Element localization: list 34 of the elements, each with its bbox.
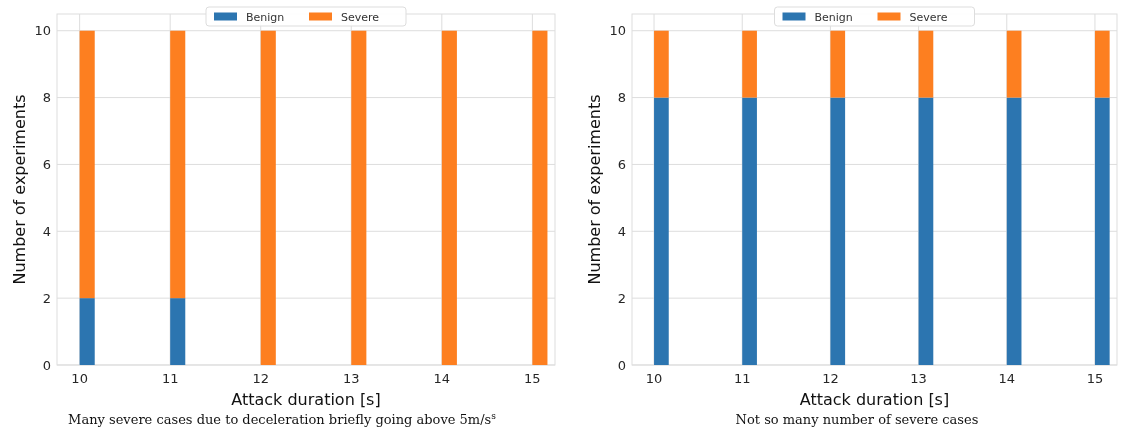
x-tick-label: 14 [433,371,451,386]
x-tick-label: 11 [161,371,179,386]
legend-label: Benign [246,10,285,24]
x-tick-label: 11 [733,371,751,386]
x-tick-label: 12 [252,371,269,386]
y-axis-title: Number of experiments [585,94,604,285]
legend-label: Benign [814,10,853,24]
legend-label: Severe [341,10,380,24]
x-tick-label: 15 [1086,371,1104,386]
x-tick-label: 14 [998,371,1016,386]
y-tick-label: 6 [617,156,626,172]
y-axis-title: Number of experiments [10,94,29,285]
text: Not so many number of severe cases [735,412,979,427]
x-tick-label: 15 [524,371,541,386]
y-tick-label: 10 [34,23,51,39]
y-tick-label: 0 [617,357,626,373]
y-tick-label: 4 [617,223,626,239]
x-tick-label: 13 [343,371,360,386]
x-tick-label: 10 [71,371,88,386]
text: Many severe cases due to deceleration briefly going above 5m/s$^{s}$ [68,411,497,427]
y-tick-label: 4 [42,223,51,239]
y-tick-label: 6 [42,156,51,172]
x-tick-label: 10 [645,371,663,386]
legend-label: Severe [909,10,948,24]
y-tick-label: 2 [617,290,626,306]
y-tick-label: 2 [42,290,51,306]
y-tick-label: 8 [617,90,626,106]
y-tick-label: 8 [42,90,51,106]
x-tick-label: 13 [910,371,927,386]
y-tick-label: 10 [609,23,626,39]
x-tick-label: 12 [822,371,839,386]
x-axis-title: Attack duration [s] [799,390,950,409]
y-tick-label: 0 [42,357,51,373]
x-axis-title: Attack duration [s] [231,390,381,409]
